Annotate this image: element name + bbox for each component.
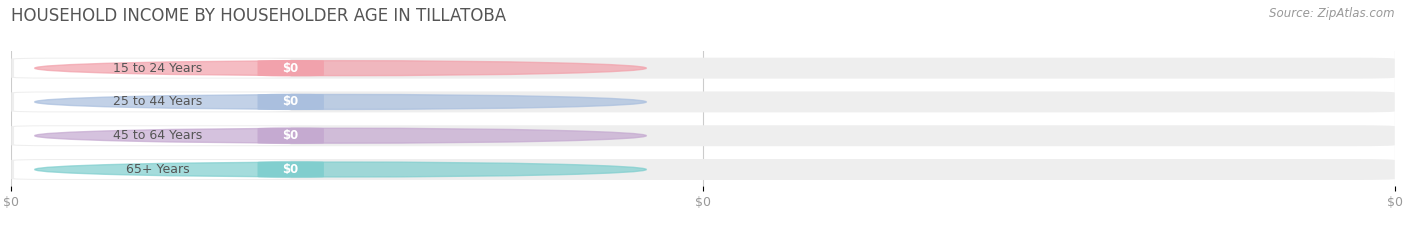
FancyBboxPatch shape [14,93,291,111]
FancyBboxPatch shape [14,126,291,145]
Text: 25 to 44 Years: 25 to 44 Years [114,96,202,108]
FancyBboxPatch shape [257,60,323,76]
FancyBboxPatch shape [257,94,323,110]
Text: $0: $0 [283,62,299,75]
Text: 65+ Years: 65+ Years [127,163,190,176]
FancyBboxPatch shape [11,159,1395,180]
Circle shape [35,162,647,177]
FancyBboxPatch shape [14,59,291,78]
Text: 15 to 24 Years: 15 to 24 Years [114,62,202,75]
FancyBboxPatch shape [11,58,1395,79]
Circle shape [35,94,647,110]
Circle shape [35,128,647,143]
Text: Source: ZipAtlas.com: Source: ZipAtlas.com [1270,7,1395,20]
Text: 45 to 64 Years: 45 to 64 Years [114,129,202,142]
FancyBboxPatch shape [14,160,291,179]
FancyBboxPatch shape [257,128,323,144]
FancyBboxPatch shape [11,92,1395,112]
FancyBboxPatch shape [257,161,323,178]
Text: $0: $0 [283,163,299,176]
Circle shape [35,61,647,76]
Text: $0: $0 [283,129,299,142]
Text: HOUSEHOLD INCOME BY HOUSEHOLDER AGE IN TILLATOBA: HOUSEHOLD INCOME BY HOUSEHOLDER AGE IN T… [11,7,506,25]
FancyBboxPatch shape [11,125,1395,146]
Text: $0: $0 [283,96,299,108]
